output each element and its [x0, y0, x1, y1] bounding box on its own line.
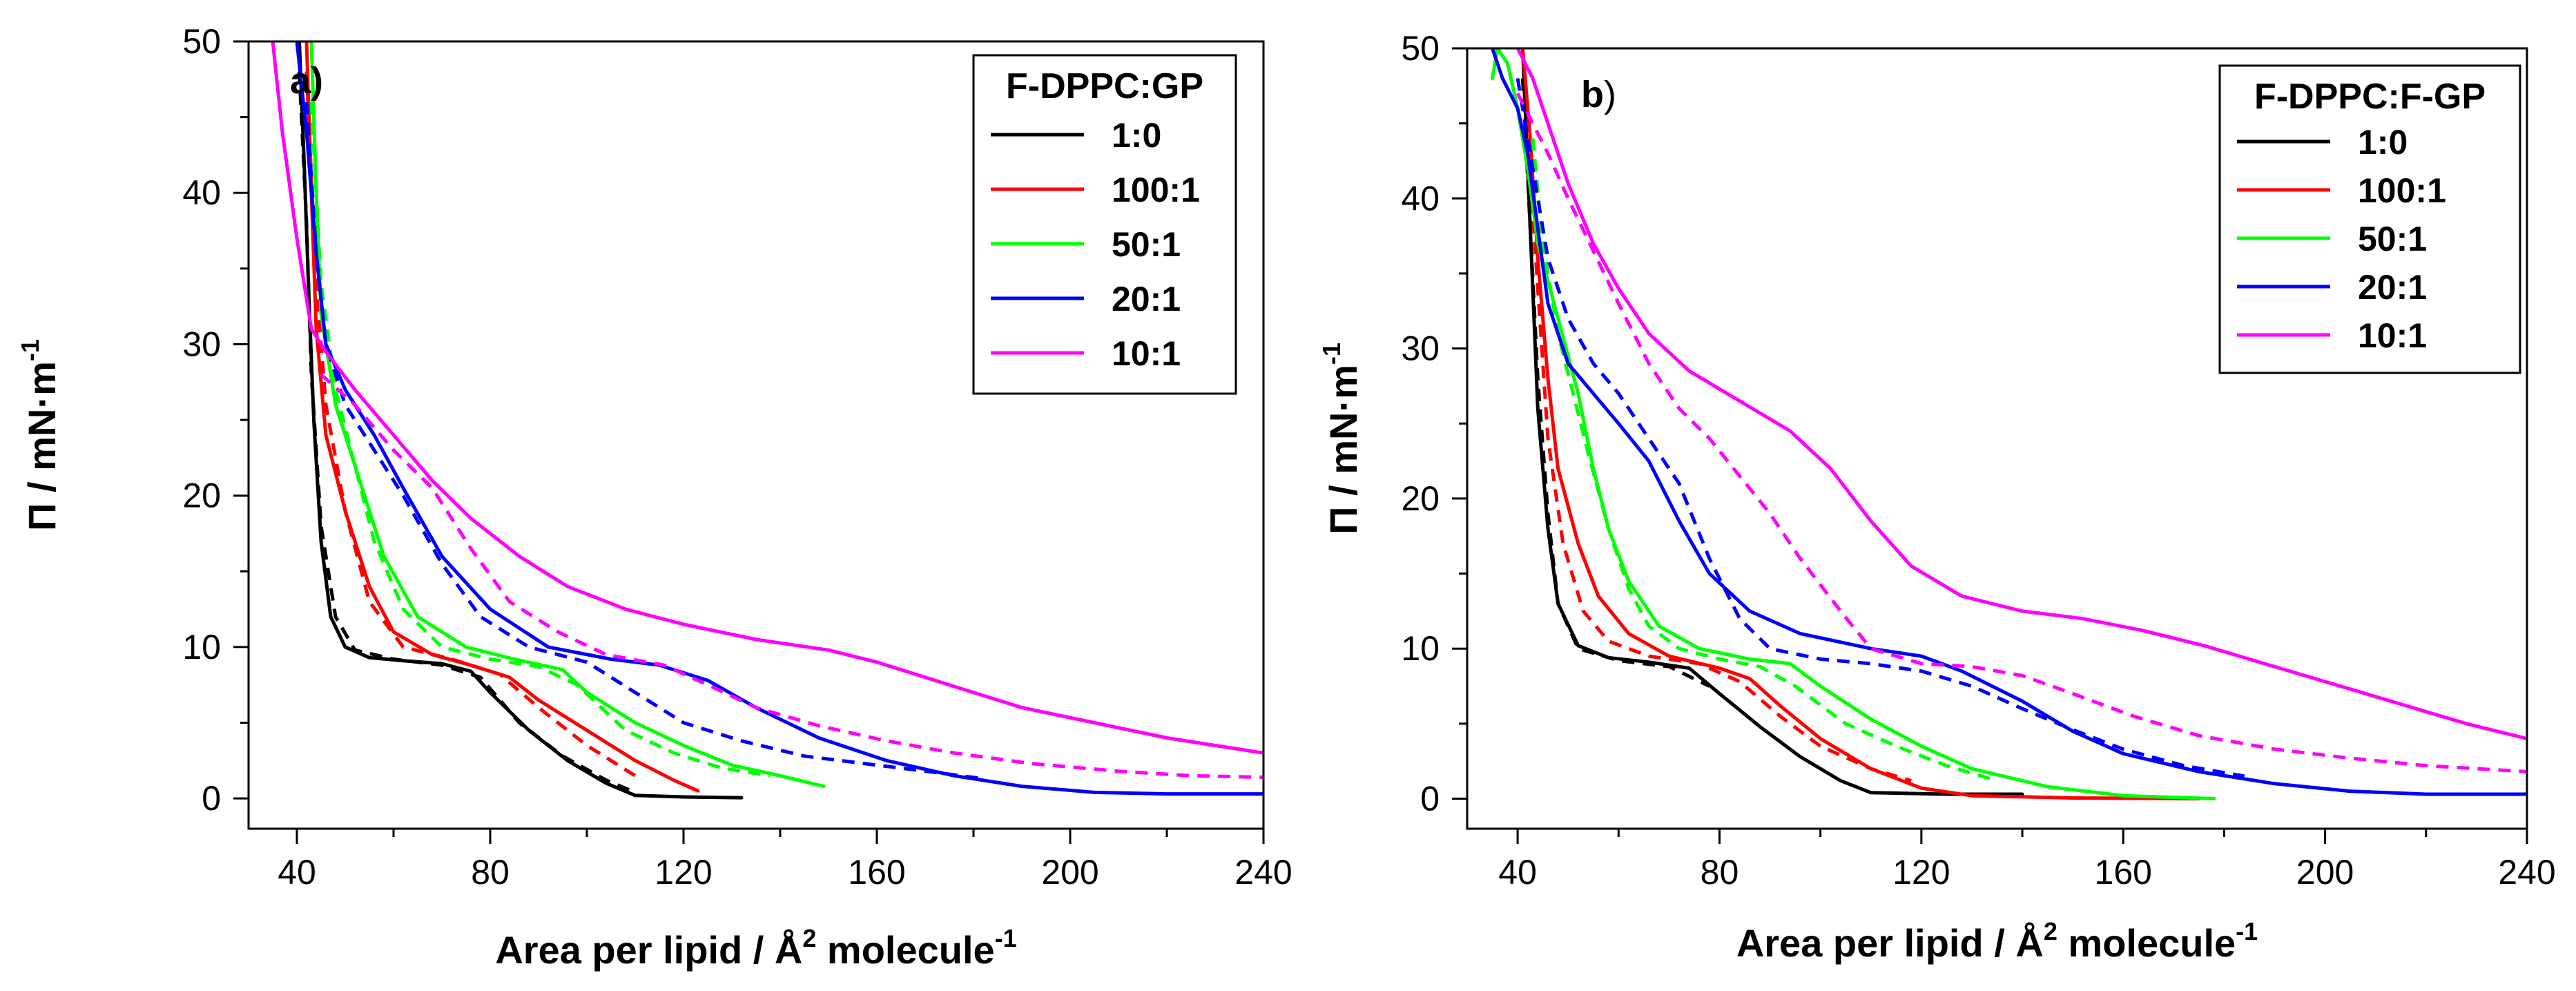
legend-label-10-1: 10:1 — [1112, 334, 1181, 373]
legend-label-50-1: 50:1 — [1112, 225, 1181, 264]
y-tick-label: 30 — [182, 325, 221, 363]
y-axis-title-text: Π / mN·m — [1321, 365, 1365, 535]
series-line-50-1-solid — [1491, 48, 2216, 800]
plot-frame — [1466, 47, 2528, 830]
panel-label: b) — [1581, 74, 1616, 115]
legend-label-50-1: 50:1 — [2358, 220, 2427, 258]
panel-label-tail: ) — [1604, 74, 1616, 115]
series-line-10-1-solid — [1515, 48, 2527, 741]
y-tick-label: 20 — [1401, 479, 1440, 518]
series-line-50-1-dashed — [309, 102, 771, 778]
series-line-100-1-solid — [304, 41, 700, 793]
x-tick-label: 160 — [848, 853, 905, 892]
x-tick-label: 120 — [1892, 853, 1950, 892]
legend-label-100-1: 100:1 — [2358, 171, 2446, 210]
y-axis-title-text: Π / mN·m — [20, 361, 64, 531]
y-axis-title: Π / mN·m-1 — [16, 339, 64, 531]
x-tick-label: 200 — [1041, 853, 1098, 892]
x-axis-title-tail: molecule — [816, 928, 994, 972]
y-tick-label: 50 — [182, 22, 221, 61]
y-tick-label: 40 — [182, 173, 221, 212]
x-axis-title-sup: 2 — [802, 924, 816, 952]
x-tick-label: 40 — [278, 853, 316, 892]
series-group — [1491, 48, 2527, 800]
legend-label-1-0: 1:0 — [1112, 116, 1161, 155]
x-axis-title: Area per lipid / Å2 molecule-1 — [1736, 917, 2258, 965]
x-axis-title: Area per lipid / Å2 molecule-1 — [495, 924, 1016, 972]
series-line-20-1-dashed — [1515, 78, 2245, 778]
series-line-20-1-dashed — [304, 102, 984, 781]
series-line-100-1-solid — [1520, 48, 2201, 800]
panel-label-text: b — [1581, 74, 1604, 115]
y-axis-title-sup: -1 — [16, 339, 44, 361]
legend: F-DPPC:GP 1:0 100:1 50:1 20:1 10:1 — [972, 54, 1237, 395]
legend-title: F-DPPC:GP — [1006, 66, 1203, 106]
series-line-20-1-solid — [1491, 48, 2527, 796]
x-tick-label: 200 — [2296, 853, 2354, 892]
legend-label-1-0: 1:0 — [2358, 123, 2408, 162]
x-tick-label: 120 — [655, 853, 712, 892]
panel-label: a) — [290, 60, 323, 102]
y-tick-label: 10 — [1401, 629, 1440, 668]
series-line-50-1-dashed — [1531, 138, 1998, 782]
legend-box — [972, 54, 1237, 395]
y-tick-label: 0 — [202, 779, 221, 818]
series-line-1-0-dashed — [1520, 78, 1710, 688]
x-tick-label: 160 — [2095, 853, 2152, 892]
x-axis-title-tail: molecule — [2057, 921, 2236, 965]
legend-label-20-1: 20:1 — [2358, 268, 2427, 307]
y-tick-label: 50 — [1401, 29, 1440, 68]
legend-box — [2218, 64, 2521, 374]
series-line-10-1-dashed — [320, 373, 1263, 779]
x-axis-title-text: Area per lipid / Å — [495, 928, 802, 972]
y-tick-label: 10 — [182, 628, 221, 666]
series-line-1-0-dashed — [298, 71, 636, 794]
panel-label-text: a) — [290, 60, 323, 102]
x-axis-title-text: Area per lipid / Å — [1736, 921, 2044, 965]
legend-label-10-1: 10:1 — [2358, 316, 2427, 355]
y-axis-title-sup: -1 — [1317, 343, 1346, 365]
x-axis-title-tail-sup: -1 — [2236, 917, 2258, 945]
legend-label-100-1: 100:1 — [1112, 171, 1200, 209]
y-tick-label: 40 — [1401, 179, 1440, 218]
legend: F-DPPC:F-GP 1:0 100:1 50:1 20:1 10:1 — [2218, 64, 2521, 374]
x-tick-label: 40 — [1498, 853, 1537, 892]
series-line-10-1-dashed — [1515, 93, 2527, 773]
y-tick-label: 0 — [1420, 780, 1440, 818]
x-tick-label: 240 — [1234, 853, 1292, 892]
x-tick-label: 240 — [2498, 853, 2555, 892]
series-line-100-1-dashed — [304, 71, 637, 778]
y-tick-label: 20 — [182, 477, 221, 515]
x-axis-title-tail-sup: -1 — [995, 924, 1017, 952]
x-tick-label: 80 — [1701, 853, 1739, 892]
legend-title: F-DPPC:F-GP — [2254, 77, 2486, 117]
y-tick-label: 30 — [1401, 329, 1440, 368]
x-axis-title-sup: 2 — [2044, 917, 2057, 945]
series-line-50-1-solid — [309, 41, 826, 789]
legend-label-20-1: 20:1 — [1112, 280, 1181, 318]
x-tick-label: 80 — [471, 853, 510, 892]
series-group — [271, 41, 1263, 800]
panel-b: 40 80 120 160 200 240 0 10 20 30 40 50 Area per lipi… — [1317, 29, 2556, 965]
y-axis-title: Π / mN·m-1 — [1317, 343, 1365, 535]
panel-a: 40 80 120 160 200 240 0 10 20 30 40 50 Area per lipi… — [16, 22, 1292, 972]
series-line-100-1-dashed — [1526, 138, 1912, 782]
series-line-10-1-solid — [271, 41, 1263, 755]
plot-frame — [247, 40, 1265, 830]
